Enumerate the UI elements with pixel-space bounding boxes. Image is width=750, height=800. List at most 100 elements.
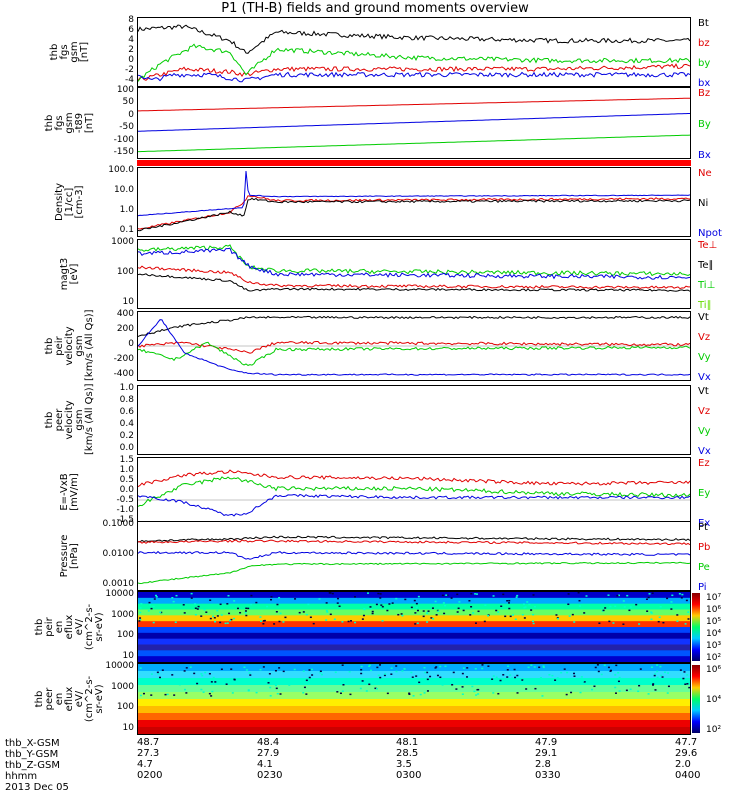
- spectrogram-pixel: [303, 686, 306, 689]
- spectrogram-pixel: [259, 668, 262, 671]
- y-tick-label: 4: [128, 35, 134, 45]
- spectrogram-pixel: [567, 603, 570, 606]
- footer-value: 48.1: [396, 737, 419, 748]
- spectrogram-pixel: [523, 679, 526, 682]
- spectrogram-pixel: [376, 666, 379, 669]
- spectrogram-pixel: [523, 617, 526, 619]
- y-tick-label: -400: [113, 369, 134, 379]
- y-tick-label: 1000: [111, 681, 134, 692]
- spectrogram-pixel: [154, 594, 157, 597]
- spectrogram-pixel: [499, 679, 502, 682]
- spectrogram-pixel: [506, 676, 509, 678]
- spectrogram-pixel: [481, 664, 484, 666]
- spectrogram-pixel: [622, 600, 625, 602]
- y-tick-label: 0.0100: [102, 549, 135, 559]
- spectrogram-pixel: [247, 607, 250, 610]
- spectrogram-pixel: [244, 610, 247, 612]
- spectrogram-pixel: [681, 593, 684, 596]
- y-tick-label: 10: [122, 651, 134, 661]
- spectrogram-pixel: [138, 620, 141, 622]
- spectrogram-pixel: [591, 688, 594, 691]
- spectrogram-pixel: [395, 597, 398, 600]
- spectrogram-pixel: [414, 623, 417, 625]
- spectrogram-pixel: [530, 609, 533, 611]
- spectrogram-pixel: [588, 678, 591, 681]
- spectrogram-pixel: [276, 692, 279, 695]
- spectrogram-pixel: [370, 608, 373, 610]
- spectrogram-pixel: [353, 596, 356, 598]
- spectrogram-pixel: [395, 665, 398, 667]
- spectrogram-pixel: [401, 614, 404, 617]
- spectrogram-pixel: [542, 666, 545, 669]
- spectrogram-band: [138, 644, 690, 651]
- spectrogram-pixel: [516, 692, 519, 694]
- spectrogram-pixel: [477, 610, 480, 613]
- y-tick-label: 0.1: [119, 225, 134, 235]
- spectrogram-pixel: [495, 676, 498, 679]
- footer-value: 47.7: [675, 737, 698, 748]
- spectrogram-pixel: [390, 680, 393, 683]
- spectrogram-pixel: [650, 666, 653, 668]
- spectrogram-pixel: [646, 610, 649, 612]
- y-tick-label: 0: [128, 109, 134, 120]
- spectrogram-pixel: [293, 668, 296, 671]
- spectrogram-pixel: [660, 674, 663, 677]
- spectrogram-pixel: [434, 600, 437, 603]
- legend-efield-2: Ex: [698, 518, 711, 529]
- y-tick-label: 0.6: [119, 407, 134, 417]
- spectrogram-pixel: [533, 605, 536, 608]
- spectrogram-pixel: [233, 678, 236, 681]
- spectrogram-pixel: [414, 612, 417, 614]
- y-tick-label: 0.1000: [102, 519, 135, 529]
- spectrogram-pixel: [567, 593, 570, 595]
- spectrogram-pixel: [301, 681, 304, 683]
- series-Vy: [137, 341, 691, 366]
- legend-efield-1: Ey: [698, 488, 711, 499]
- spectrogram-pixel: [603, 664, 606, 666]
- spectrogram-pixel: [390, 667, 393, 669]
- legend-model-0: Bz: [698, 88, 711, 99]
- spectrogram-pixel: [334, 671, 337, 674]
- spectrogram-pixel: [559, 682, 562, 685]
- y-axis-label-vel_ion: thb peir velocity gsm [km/s (All Qs)]: [44, 309, 95, 381]
- footer-value: 48.7: [137, 737, 160, 748]
- spectrogram-pixel: [435, 666, 438, 668]
- footer-value: 0400: [675, 770, 701, 781]
- spectrogram-pixel: [245, 607, 248, 610]
- spectrogram-pixel: [426, 612, 429, 614]
- footer-row-label: hhmm: [5, 771, 38, 782]
- spectrogram-pixel: [461, 686, 464, 688]
- spectrogram-pixel: [183, 681, 186, 683]
- spectrogram-band: [138, 650, 690, 657]
- spectrogram-pixel: [533, 666, 536, 668]
- spectrogram-pixel: [513, 668, 516, 671]
- spectrogram-pixel: [381, 605, 384, 608]
- series-Bz: [138, 97, 690, 112]
- spectrogram-pixel: [339, 692, 342, 695]
- spectrogram-pixel: [216, 609, 219, 612]
- spectrogram-pixel: [629, 688, 632, 691]
- spectrogram-pixel: [419, 693, 422, 696]
- spectrogram-pixel: [470, 605, 473, 608]
- spectrogram-pixel: [443, 612, 446, 615]
- spectrogram-pixel: [532, 622, 535, 625]
- spectrogram-pixel: [325, 619, 328, 621]
- spectrogram-pixel: [302, 670, 305, 672]
- y-tick-label: 50: [122, 97, 134, 108]
- spectrogram-pixel: [171, 674, 174, 676]
- y-tick-label: -4: [125, 75, 134, 85]
- y-tick-label: 400: [116, 309, 134, 319]
- spectrogram-pixel: [274, 684, 277, 687]
- series-Ey: [137, 476, 691, 507]
- spectrogram-pixel: [325, 609, 328, 612]
- spectrogram-pixel: [346, 682, 349, 684]
- spectrogram-pixel: [416, 609, 419, 612]
- spectrogram-pixel: [214, 620, 217, 623]
- spectrogram-band: [138, 632, 690, 640]
- spectrogram-pixel: [150, 694, 153, 696]
- spectrogram-pixel: [446, 594, 449, 596]
- spectrogram-pixel: [383, 674, 386, 677]
- spectrogram-pixel: [556, 677, 559, 679]
- spectrogram-pixel: [577, 592, 580, 594]
- spectrogram-pixel: [233, 617, 236, 620]
